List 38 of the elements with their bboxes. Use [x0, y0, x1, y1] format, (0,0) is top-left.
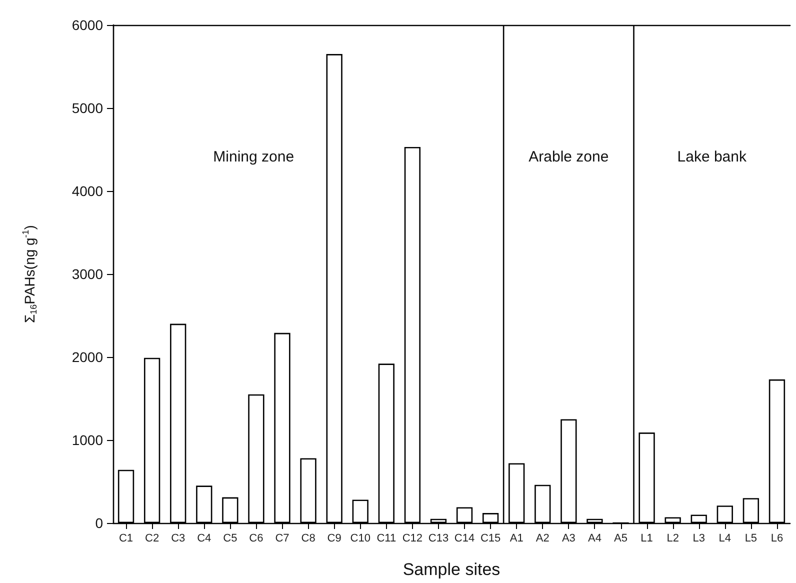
x-tick-label: C5: [223, 532, 238, 544]
x-tick-label: C12: [402, 532, 423, 544]
y-tick-label: 2000: [72, 349, 104, 365]
y-tick-label: 0: [95, 515, 104, 531]
y-tick-label: 4000: [72, 183, 104, 199]
annotation: Arable zone: [528, 148, 609, 166]
x-tick-label: C6: [249, 532, 264, 544]
x-tick-label: C7: [275, 532, 290, 544]
x-tick-label: L3: [692, 532, 705, 544]
x-tick-label: C1: [118, 532, 134, 544]
annotation: Lake bank: [677, 148, 747, 166]
x-tick-label: C3: [171, 532, 186, 544]
x-tick-label: L6: [770, 532, 784, 544]
x-tick-label: C2: [145, 532, 160, 544]
x-axis-title: Sample sites: [402, 560, 500, 579]
x-tick-label: C11: [376, 532, 396, 544]
x-tick-label: C9: [327, 532, 342, 544]
y-axis-title: Σ16PAHs(ng g-1): [20, 225, 38, 323]
x-tick-label: C4: [197, 532, 212, 544]
annotation: Mining zone: [213, 148, 294, 166]
x-tick-label: L4: [718, 532, 732, 544]
x-tick-label: C13: [428, 532, 449, 544]
y-tick-label: 3000: [72, 266, 104, 282]
x-tick-label: C15: [480, 532, 501, 544]
x-tick-label: A1: [510, 532, 524, 544]
x-tick-label: L1: [640, 532, 653, 544]
x-tick-label: A5: [614, 532, 628, 544]
x-tick-label: L5: [744, 532, 758, 544]
x-tick-label: A3: [562, 532, 576, 544]
y-tick-label: 5000: [72, 100, 104, 116]
x-tick-label: C14: [454, 532, 475, 544]
x-tick-label: L2: [666, 532, 679, 544]
x-tick-label: A4: [588, 532, 602, 544]
x-tick-label: C10: [350, 532, 370, 544]
y-tick-label: 6000: [72, 17, 104, 33]
x-tick-label: A2: [536, 532, 550, 544]
y-tick-label: 1000: [72, 432, 104, 448]
x-tick-label: C8: [301, 532, 316, 544]
